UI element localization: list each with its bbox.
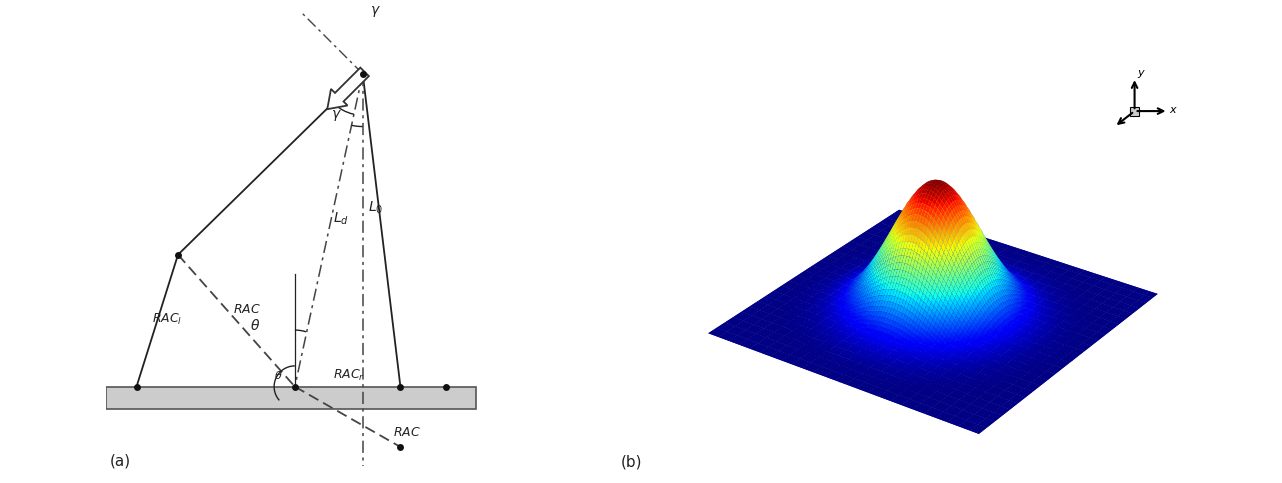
Text: $RAC_r$: $RAC_r$ (332, 368, 364, 383)
Text: (b): (b) (620, 454, 642, 469)
Text: y: y (1137, 68, 1144, 78)
Text: $L_0$: $L_0$ (368, 199, 383, 216)
Text: $RAC_l$: $RAC_l$ (151, 312, 182, 327)
Text: $\gamma$: $\gamma$ (369, 4, 381, 19)
FancyArrow shape (327, 68, 369, 109)
Text: $L_d$: $L_d$ (332, 211, 349, 227)
Text: $RAC$: $RAC$ (232, 303, 260, 316)
Bar (106, 386, 476, 409)
Text: x: x (1169, 105, 1176, 115)
Text: $\theta$: $\theta$ (250, 318, 260, 333)
FancyBboxPatch shape (1129, 107, 1140, 115)
Text: $RAC$: $RAC$ (392, 426, 420, 439)
Text: $\theta$: $\theta$ (274, 369, 283, 381)
Text: $\gamma$: $\gamma$ (331, 108, 341, 123)
Text: (a): (a) (110, 454, 131, 469)
